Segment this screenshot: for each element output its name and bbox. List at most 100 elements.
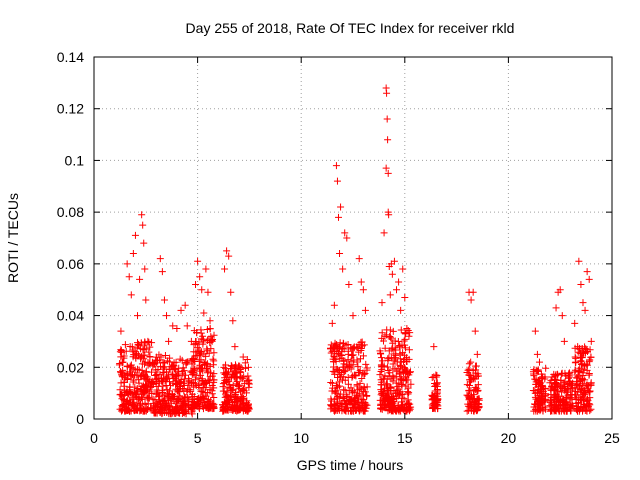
data-point (131, 231, 139, 239)
data-point (199, 394, 207, 402)
data-point (541, 373, 549, 381)
data-point (153, 409, 161, 417)
data-point (396, 350, 404, 358)
data-point (173, 380, 181, 388)
data-point (381, 332, 389, 340)
data-point (355, 389, 363, 397)
data-point (182, 402, 190, 410)
data-point (199, 338, 207, 346)
data-point (219, 380, 227, 388)
data-point (178, 356, 186, 364)
data-point (398, 394, 406, 402)
data-point (140, 239, 148, 247)
data-point (383, 381, 391, 389)
data-point (190, 355, 198, 363)
data-point (432, 371, 440, 379)
y-tick-label: 0.04 (57, 308, 84, 324)
data-point (153, 388, 161, 396)
data-point (398, 398, 406, 406)
data-point (390, 350, 398, 358)
data-point (583, 268, 591, 276)
data-point (203, 345, 211, 353)
data-point (231, 343, 239, 351)
data-point (334, 383, 342, 391)
data-point (360, 371, 368, 379)
data-point (142, 381, 150, 389)
y-axis-ticks: 0 0.02 0.04 0.06 0.08 0.1 0.12 0.14 (57, 49, 612, 427)
data-point (149, 379, 157, 387)
data-point (550, 394, 558, 402)
data-point (169, 322, 177, 330)
data-point (197, 329, 205, 337)
data-point (337, 373, 345, 381)
data-point (431, 391, 439, 399)
data-point (334, 213, 342, 221)
data-point (175, 372, 183, 380)
data-point (138, 211, 146, 219)
data-point (385, 354, 393, 362)
data-point (360, 383, 368, 391)
data-point (577, 377, 585, 385)
data-point (243, 356, 251, 364)
data-point (159, 363, 167, 371)
y-tick-label: 0.02 (57, 359, 84, 375)
data-point (141, 383, 149, 391)
data-point (579, 372, 587, 380)
data-point (383, 331, 391, 339)
data-point (350, 344, 358, 352)
x-tick-label: 0 (90, 430, 98, 446)
data-point (332, 387, 340, 395)
data-point (245, 404, 253, 412)
data-point (190, 348, 198, 356)
data-point (227, 288, 235, 296)
data-point (580, 387, 588, 395)
data-point (468, 399, 476, 407)
data-point (384, 136, 392, 144)
data-point (380, 362, 388, 370)
data-point (124, 400, 132, 408)
data-point (585, 370, 593, 378)
data-point (395, 385, 403, 393)
data-point (471, 398, 479, 406)
data-point (121, 341, 129, 349)
data-point (391, 355, 399, 363)
data-point (173, 398, 181, 406)
data-point (354, 386, 362, 394)
data-point (352, 394, 360, 402)
data-point (381, 401, 389, 409)
data-point (232, 366, 240, 374)
data-point (176, 379, 184, 387)
data-point (168, 405, 176, 413)
data-point (345, 281, 353, 289)
data-point (401, 341, 409, 349)
data-point (230, 373, 238, 381)
data-point (148, 339, 156, 347)
data-point (354, 363, 362, 371)
data-point (237, 388, 245, 396)
data-point (573, 374, 581, 382)
data-point (193, 352, 201, 360)
data-point (185, 375, 193, 383)
data-point (467, 296, 475, 304)
data-point (117, 327, 125, 335)
data-point (587, 381, 595, 389)
data-point (340, 340, 348, 348)
data-point (579, 299, 587, 307)
data-point (363, 366, 371, 374)
data-point (394, 406, 402, 414)
data-point (536, 400, 544, 408)
data-point (176, 394, 184, 402)
data-point (137, 353, 145, 361)
data-point (196, 361, 204, 369)
data-point (357, 278, 365, 286)
data-point (566, 369, 574, 377)
data-point (534, 396, 542, 404)
data-point (343, 234, 351, 242)
data-point (167, 382, 175, 390)
data-point (389, 327, 397, 335)
data-point (222, 392, 230, 400)
data-point (363, 392, 371, 400)
data-point (179, 398, 187, 406)
data-point (190, 383, 198, 391)
data-point (378, 378, 386, 386)
